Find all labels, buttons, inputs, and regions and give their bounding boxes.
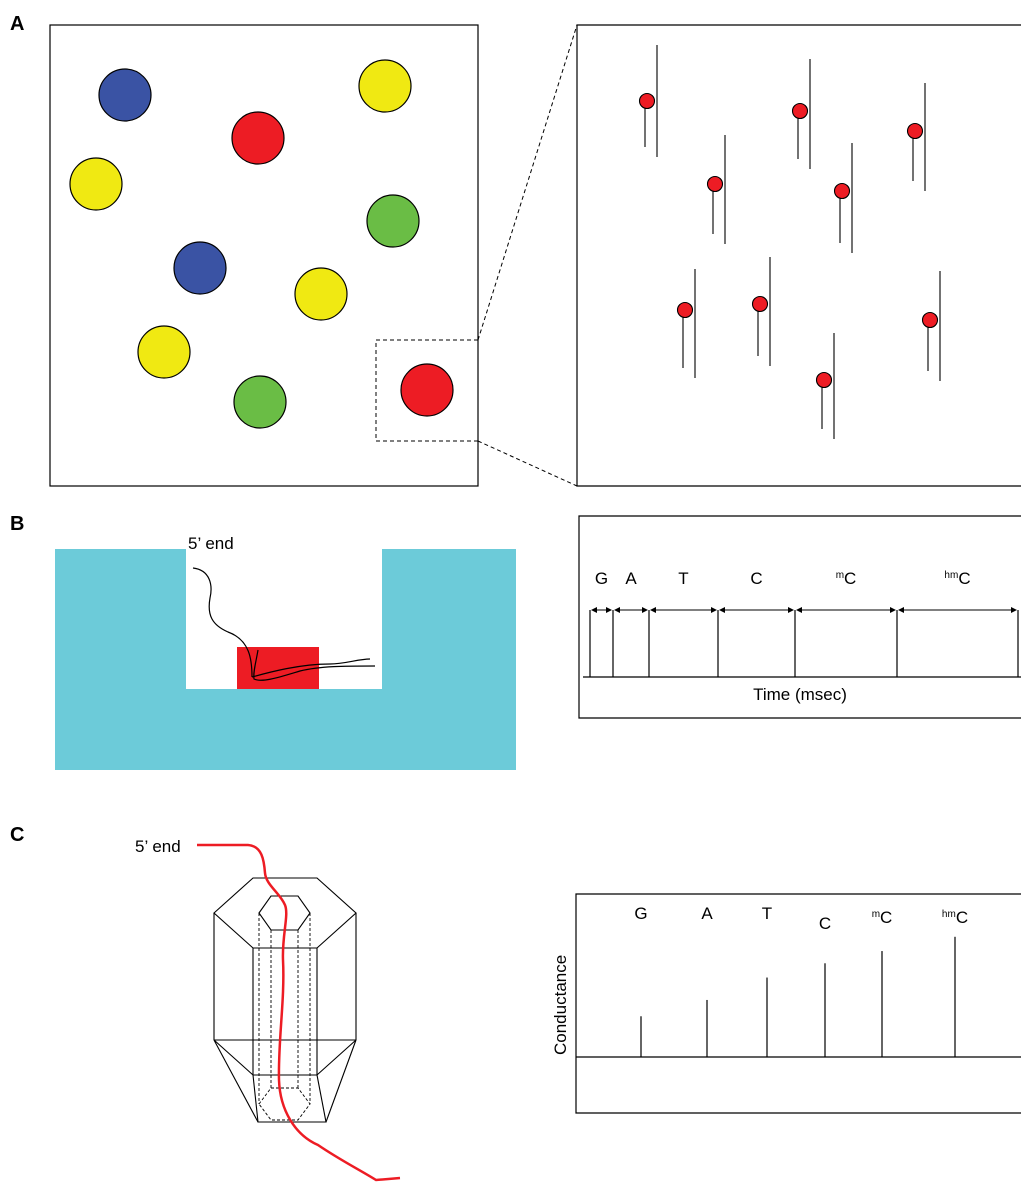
arrowhead-left — [650, 607, 656, 613]
pore-lumen-hidden — [258, 913, 311, 1121]
polymerase-dot — [751, 295, 769, 313]
base-letter: C — [844, 569, 856, 588]
polymerase-dot — [815, 371, 833, 389]
arrowhead-right — [1011, 607, 1017, 613]
base-modification-prefix: hm — [944, 570, 958, 581]
c-five-prime-label: 5’ end — [135, 837, 181, 856]
arrowhead-right — [711, 607, 717, 613]
bead-circle — [69, 157, 123, 211]
b-five-prime-label: 5’ end — [188, 534, 234, 553]
base-label: A — [625, 569, 637, 588]
arrowhead-left — [796, 607, 802, 613]
arrowhead-right — [642, 607, 648, 613]
base-modification-prefix: m — [872, 909, 880, 920]
polymerase-dot — [791, 102, 809, 120]
base-label: G — [595, 569, 608, 588]
arrowhead-right — [890, 607, 896, 613]
base-letter: C — [880, 908, 892, 927]
bead-circle — [98, 68, 152, 122]
bead-circle — [137, 325, 191, 379]
arrowhead-left — [591, 607, 597, 613]
arrowhead-right — [788, 607, 794, 613]
panel-c-letter: C — [10, 824, 24, 846]
polymerase-dot — [676, 301, 694, 319]
zoom-selection-box — [375, 339, 479, 442]
base-modification-prefix: hm — [942, 909, 956, 920]
bead-circle — [233, 375, 287, 429]
bead-circle — [294, 267, 348, 321]
base-modification-prefix: m — [836, 570, 844, 581]
sample-well-frame — [49, 24, 479, 487]
arrowhead-right — [606, 607, 612, 613]
dna-strand — [197, 843, 401, 1182]
tethered-molecules — [638, 45, 941, 439]
polymerase-dot — [921, 311, 939, 329]
arrowhead-left — [719, 607, 725, 613]
conductance-category-label: mC — [872, 908, 893, 927]
bead-circle — [231, 111, 285, 165]
base-label: C — [750, 569, 762, 588]
dna-strand-template — [251, 658, 371, 678]
polymerase-enzyme — [237, 647, 319, 689]
dna-strand-free-end — [192, 567, 253, 678]
base-label: T — [678, 569, 688, 588]
base-label: mC — [836, 569, 857, 588]
zero-mode-waveguide — [55, 549, 516, 770]
conductance-category-label: hmC — [942, 908, 968, 927]
bead-circle — [358, 59, 412, 113]
polymerase-dot — [638, 92, 656, 110]
pulse-trace-frame — [578, 515, 1021, 719]
arrowhead-left — [898, 607, 904, 613]
polymerase-dot — [833, 182, 851, 200]
pore-bottom-edge — [213, 1039, 357, 1076]
arrowhead-left — [614, 607, 620, 613]
bead-circle — [366, 194, 420, 248]
base-letter: C — [958, 569, 970, 588]
bead-circles — [69, 59, 454, 429]
zoom-line-top — [477, 24, 578, 341]
panel-a-letter: A — [10, 13, 24, 35]
conductance-frame — [575, 893, 1021, 1114]
bead-circle — [400, 363, 454, 417]
base-label: hmC — [944, 569, 970, 588]
polymerase-dot — [906, 122, 924, 140]
base-letter: C — [956, 908, 968, 927]
conductance-chart: G A TC mC hmC — [634, 904, 968, 1057]
conductance-axis-label: Conductance — [551, 955, 570, 1055]
conductance-category-label: T — [762, 904, 772, 923]
panel-b-letter: B — [10, 513, 24, 535]
zoomed-bead-frame — [576, 24, 1021, 487]
nanopore-protein — [213, 877, 357, 1123]
dna-strand-complement — [253, 649, 376, 681]
time-axis-label: Time (msec) — [753, 685, 847, 704]
zoom-line-bottom — [477, 440, 578, 487]
conductance-category-label: A — [701, 904, 713, 923]
bead-circle — [173, 241, 227, 295]
polymerase-dot — [706, 175, 724, 193]
conductance-category-label: C — [819, 914, 831, 933]
conductance-category-label: G — [634, 904, 647, 923]
